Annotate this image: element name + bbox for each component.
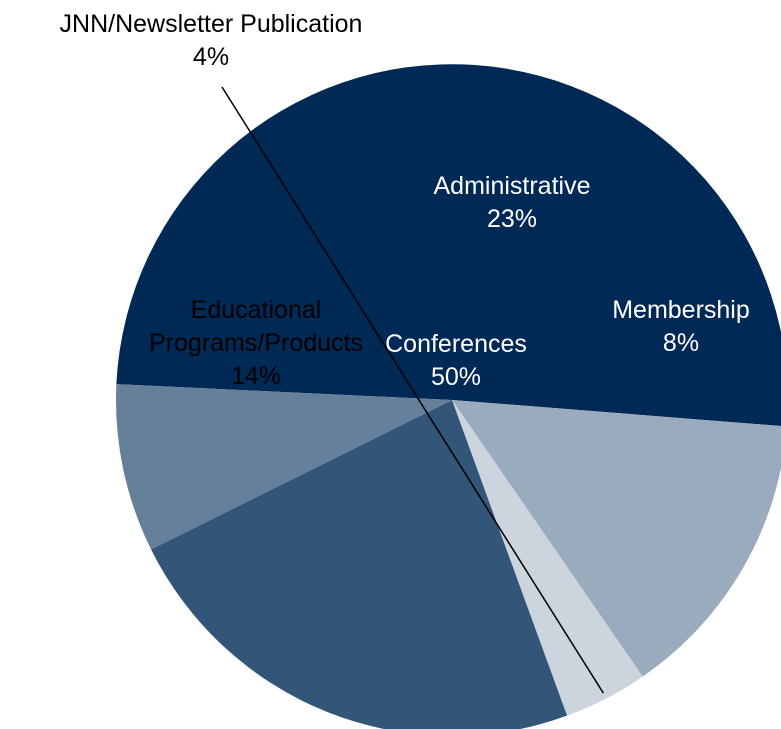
pie-slices <box>115 64 781 729</box>
percent-membership: 8% <box>663 329 699 357</box>
label-conferences: Conferences 50% <box>385 330 527 391</box>
slice-educational-programs-products <box>452 400 781 677</box>
label-line-administrative: Administrative <box>434 172 591 200</box>
percent-conferences: 50% <box>431 363 481 391</box>
slice-jnn-newsletter-publication <box>452 400 643 716</box>
label-membership: Membership 8% <box>612 296 750 357</box>
leader-line-jnn-newsletter <box>221 86 605 694</box>
percent-jnn-newsletter-publication: 4% <box>193 43 229 71</box>
slice-conferences <box>116 64 781 426</box>
percent-administrative: 23% <box>487 205 537 233</box>
slice-administrative <box>151 400 568 729</box>
slice-labels: Conferences 50% Educational Programs/Produc… <box>60 10 750 391</box>
label-jnn-newsletter-publication: JNN/Newsletter Publication 4% <box>60 10 363 71</box>
label-administrative: Administrative 23% <box>434 172 591 233</box>
label-line-membership: Membership <box>612 296 750 324</box>
percent-educational-programs-products: 14% <box>231 362 281 390</box>
label-line-educational-programs-products: Educational <box>191 296 322 324</box>
label-line-conferences: Conferences <box>385 330 527 358</box>
label-line-educational-programs-products: Programs/Products <box>149 329 363 357</box>
label-educational-programs-products: Educational Programs/Products 14% <box>149 296 363 390</box>
label-line-jnn-newsletter-publication: JNN/Newsletter Publication <box>60 10 363 38</box>
slice-membership <box>115 384 452 550</box>
